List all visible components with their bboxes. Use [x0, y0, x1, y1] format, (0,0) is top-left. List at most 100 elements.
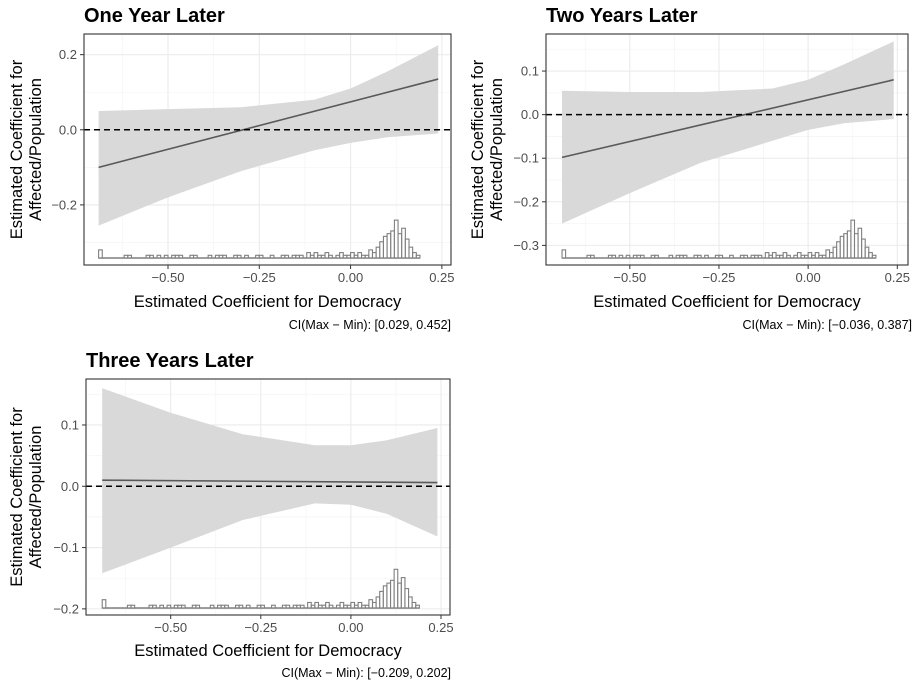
histogram-bar [238, 604, 244, 609]
histogram-bar [193, 254, 198, 259]
panel-border [83, 33, 452, 266]
histogram-bar [222, 254, 227, 259]
histogram-bar [163, 254, 169, 259]
histogram-bar [245, 604, 251, 609]
histogram-bar [258, 254, 264, 259]
x-axis-title: Estimated Coefficient for Democracy [134, 642, 402, 660]
y-tick-label: 0.1 [61, 417, 79, 432]
confidence-band [98, 45, 439, 226]
histogram-bar [101, 599, 107, 609]
x-tick-label: 0.25 [885, 270, 910, 285]
x-tick-label: 0.25 [428, 620, 453, 635]
histogram-bar [298, 254, 304, 259]
histogram-bar [328, 604, 334, 609]
histogram-bar [682, 254, 688, 259]
chart-title: One Year Later [84, 5, 225, 27]
y-axis-title-line-2: Affected/Population [27, 426, 45, 569]
y-axis-title-line-2: Affected/Population [27, 78, 45, 221]
histogram-bar [590, 254, 595, 259]
y-axis-title-line-1: Estimated Coefficient for [469, 59, 487, 239]
histogram-bar [871, 254, 877, 259]
histogram-bar [757, 254, 763, 259]
x-tick-label: −0.25 [243, 270, 276, 285]
estimate-line [102, 479, 438, 484]
histogram-bar [284, 254, 290, 259]
histogram-bar [236, 254, 242, 259]
histogram-bar [271, 604, 276, 609]
y-tick-label: −0.2 [51, 197, 77, 212]
histogram-bar [328, 254, 333, 259]
x-tick-label: −0.50 [154, 620, 187, 635]
histogram-bar [130, 604, 136, 609]
histogram-bar [207, 254, 213, 259]
y-tick-label: −0.2 [513, 194, 539, 209]
histogram-bar [178, 254, 184, 259]
histogram-bar [149, 254, 154, 259]
histogram-bar [269, 254, 275, 259]
y-axis-title-line-1: Estimated Coefficient for [8, 59, 26, 239]
histogram-bar [786, 254, 791, 259]
x-axis-title: Estimated Coefficient for Democracy [134, 293, 402, 311]
x-tick-label: −0.50 [152, 270, 185, 285]
histogram-bar [415, 604, 420, 609]
y-tick-label: −0.2 [53, 601, 79, 616]
histogram-bar [654, 254, 659, 259]
histogram-bar [260, 604, 265, 609]
y-tick-label: 0.0 [59, 122, 77, 137]
histogram-bar [98, 249, 103, 259]
histogram-bar [668, 254, 674, 259]
x-tick-label: 0.25 [429, 270, 454, 285]
histogram-bar [180, 604, 186, 609]
histogram-bar [718, 254, 724, 259]
histogram-bar [244, 254, 249, 259]
chart-title: Two Years Later [546, 5, 698, 27]
histogram-bar [729, 254, 734, 259]
estimate-line [561, 78, 894, 159]
y-tick-label: −0.1 [53, 540, 79, 555]
x-axis-title: Estimated Coefficient for Democracy [593, 293, 861, 311]
histogram-bar [618, 254, 624, 259]
estimate-line [98, 78, 439, 169]
histogram-bar [166, 604, 172, 609]
histogram-bar [415, 254, 421, 259]
y-tick-label: 0.1 [521, 64, 539, 79]
ci-caption: CI(Max − Min): [0.029, 0.452] [289, 318, 451, 332]
histogram-bar [743, 254, 749, 259]
ci-caption: CI(Max − Min): [−0.036, 0.387] [742, 318, 912, 332]
histogram-bar [704, 254, 709, 259]
chart-title: Three Years Later [86, 350, 254, 372]
y-tick-label: 0.0 [521, 107, 539, 122]
panel-border [85, 378, 451, 616]
x-tick-label: −0.50 [613, 270, 646, 285]
histogram-bar [639, 254, 645, 259]
histogram-bar [561, 249, 567, 259]
x-tick-label: 0.00 [795, 270, 820, 285]
histogram-bar [209, 604, 215, 609]
histogram-bar [611, 254, 617, 259]
y-axis-title-line-1: Estimated Coefficient for [8, 407, 26, 587]
x-tick-label: −0.25 [244, 620, 277, 635]
panel-3: −0.50 −0.25 0.00 0.25 −0.2 −0.1 0.0 0.1 Three Ye… [8, 350, 454, 680]
histogram-bar [159, 604, 165, 609]
panel-1: −0.50 −0.25 0.00 0.25 −0.2 0.0 0.2 One Year Lat… [8, 5, 455, 332]
panel-2: −0.50 −0.25 0.00 0.25 −0.3 −0.2 −0.1 0.0 0.1 Two … [469, 5, 912, 332]
y-axis-title-line-2: Affected/Population [488, 78, 506, 221]
histogram-bar [697, 254, 702, 259]
histogram-bar [285, 604, 291, 609]
x-tick-label: −0.25 [703, 270, 736, 285]
y-tick-label: 0.0 [61, 479, 79, 494]
ci-caption: CI(Max − Min): [−0.209, 0.202] [281, 666, 451, 680]
x-tick-label: 0.00 [338, 620, 363, 635]
histogram-bar [156, 254, 162, 259]
y-tick-label: −0.3 [513, 238, 539, 253]
y-tick-label: 0.2 [59, 47, 77, 62]
histogram-bar [152, 604, 157, 609]
histogram-bar [625, 254, 631, 259]
y-tick-label: −0.1 [513, 151, 539, 166]
panel-border [545, 33, 909, 266]
histogram-bar [127, 254, 133, 259]
histogram-bar [195, 604, 201, 609]
confidence-band [562, 41, 894, 224]
x-tick-label: 0.00 [338, 270, 363, 285]
